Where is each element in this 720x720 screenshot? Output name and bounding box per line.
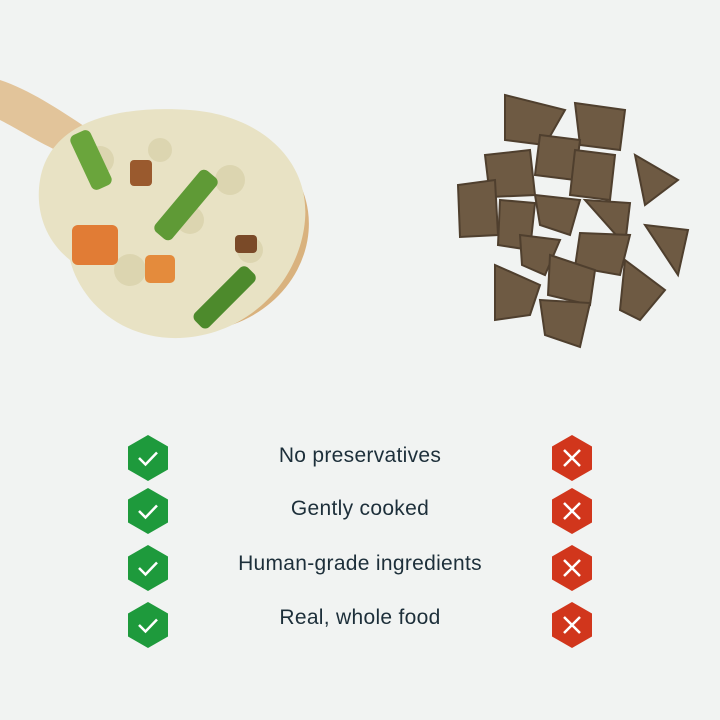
comparison-row: No preservatives <box>0 435 720 481</box>
kibble-image <box>456 93 690 349</box>
check-icon <box>128 545 168 591</box>
check-icon <box>128 488 168 534</box>
x-icon <box>552 488 592 534</box>
comparison-row: Real, whole food <box>0 602 720 648</box>
check-icon <box>128 602 168 648</box>
x-icon <box>552 602 592 648</box>
feature-label: Gently cooked <box>290 497 430 520</box>
feature-label: No preservatives <box>278 444 442 467</box>
x-icon <box>552 435 592 481</box>
comparison-row: Gently cooked <box>0 488 720 534</box>
fresh-food-spoon-image <box>0 80 309 339</box>
comparison-row: Human-grade ingredients <box>0 545 720 591</box>
x-icon <box>552 545 592 591</box>
feature-label: Human-grade ingredients <box>238 552 482 575</box>
check-icon <box>128 435 168 481</box>
feature-label: Real, whole food <box>279 606 441 629</box>
